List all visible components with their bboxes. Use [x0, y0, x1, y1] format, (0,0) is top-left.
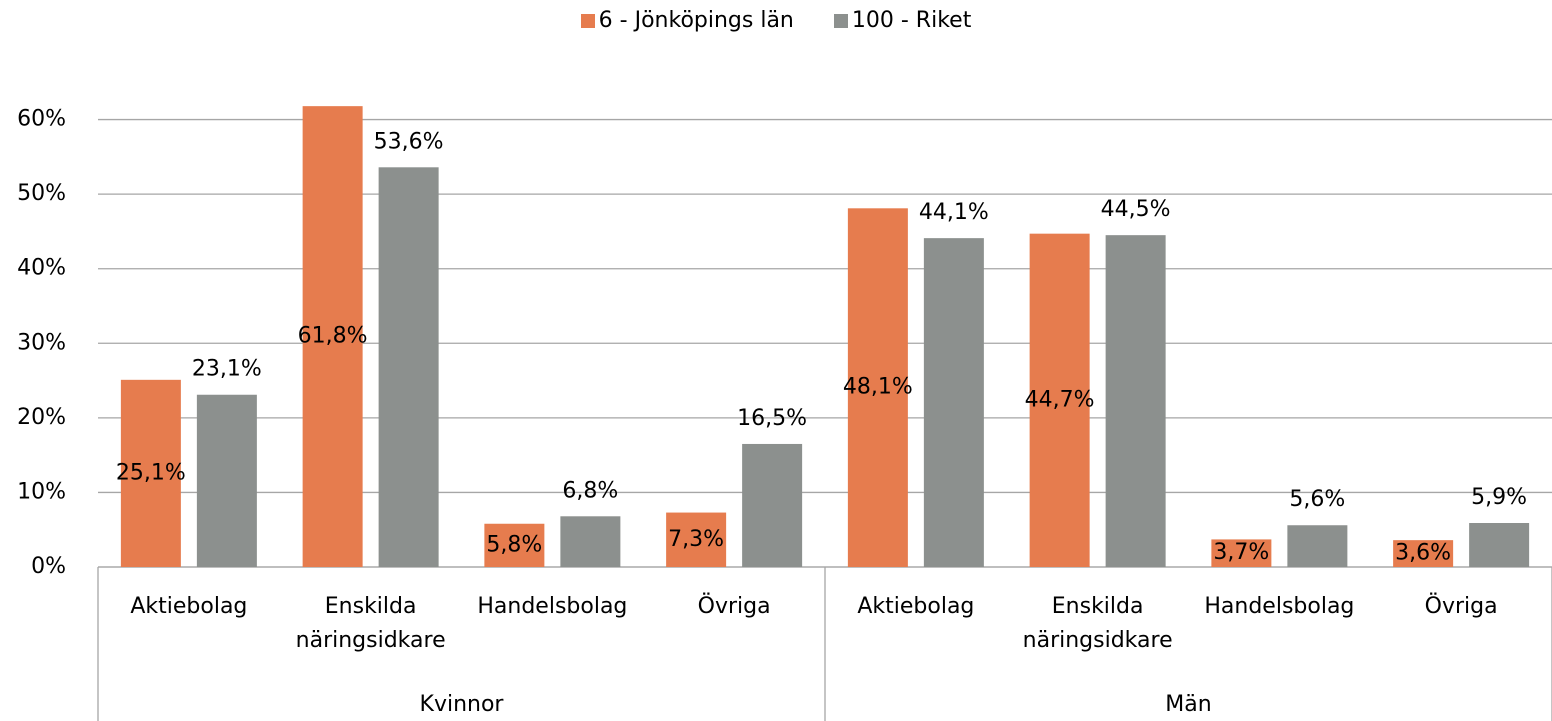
bar: [1029, 233, 1090, 567]
x-tick-label: Övriga: [1424, 594, 1498, 619]
legend-swatch: [833, 13, 848, 28]
bar: [484, 523, 545, 567]
data-label: 44,7%: [1025, 387, 1095, 412]
data-label: 3,7%: [1213, 540, 1269, 565]
legend-item: 100 - Riket: [833, 8, 972, 33]
data-label: 53,6%: [374, 129, 444, 154]
data-label: 6,8%: [562, 478, 618, 503]
data-label: 7,3%: [668, 527, 724, 552]
x-tick-label: Handelsbolag: [1204, 594, 1355, 619]
bar: [1211, 539, 1272, 567]
y-tick-label: 10%: [17, 479, 66, 504]
x-tick-label: Aktiebolag: [857, 594, 975, 619]
data-label: 61,8%: [298, 324, 368, 349]
data-label: 44,5%: [1101, 197, 1171, 222]
bar: [196, 394, 257, 567]
legend: 6 - Jönköpings län 100 - Riket: [0, 8, 1552, 33]
bar: [1287, 525, 1348, 567]
data-label: 16,5%: [737, 406, 807, 431]
y-tick-label: 0%: [31, 554, 66, 579]
bar: [1105, 235, 1166, 567]
bar: [1469, 523, 1530, 567]
data-label: 5,6%: [1289, 487, 1345, 512]
y-tick-label: 50%: [17, 181, 66, 206]
x-tick-label: Aktiebolag: [130, 594, 248, 619]
group-label: Män: [1165, 692, 1212, 717]
data-label: 3,6%: [1395, 541, 1451, 566]
group-label: Kvinnor: [419, 692, 504, 717]
y-tick-label: 30%: [17, 330, 66, 355]
y-tick-label: 40%: [17, 256, 66, 281]
x-tick-label: Enskilda näringsidkare: [1022, 594, 1173, 653]
data-label: 5,8%: [486, 532, 542, 557]
bar: [120, 379, 181, 567]
legend-label: 6 - Jönköpings län: [598, 8, 794, 33]
x-tick-label: Enskilda näringsidkare: [295, 594, 446, 653]
data-label: 5,9%: [1471, 485, 1527, 510]
bar: [923, 238, 984, 567]
y-tick-label: 20%: [17, 405, 66, 430]
bar: [1393, 540, 1454, 567]
bar: [666, 512, 727, 567]
x-tick-label: Handelsbolag: [477, 594, 628, 619]
data-label: 25,1%: [116, 460, 186, 485]
legend-item: 6 - Jönköpings län: [580, 8, 794, 33]
y-tick-label: 60%: [17, 107, 66, 132]
x-tick-label: Övriga: [697, 594, 771, 619]
bar: [302, 106, 363, 568]
bar: [378, 167, 439, 567]
bar: [847, 208, 908, 567]
legend-label: 100 - Riket: [851, 8, 972, 33]
data-label: 48,1%: [843, 375, 913, 400]
data-label: 23,1%: [192, 357, 262, 382]
bar: [560, 516, 621, 567]
legend-swatch: [580, 13, 595, 28]
bar: [742, 443, 803, 567]
data-label: 44,1%: [919, 200, 989, 225]
